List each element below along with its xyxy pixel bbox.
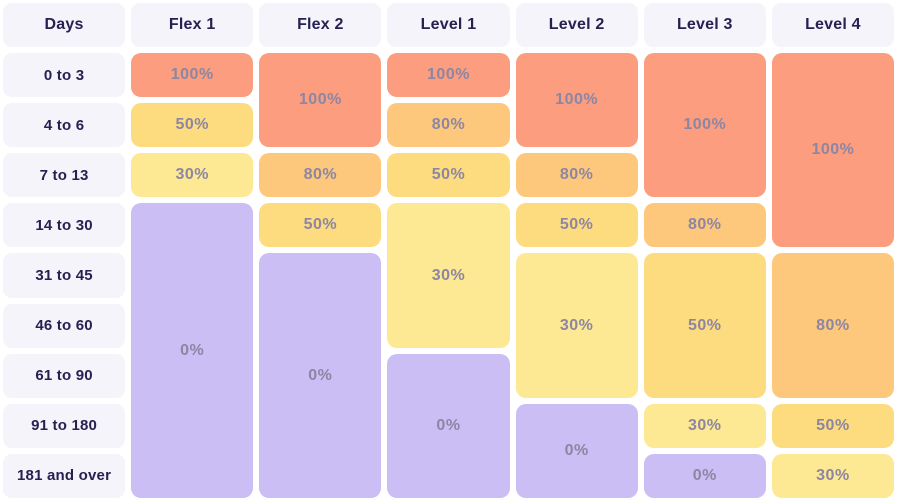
day-range-label: 46 to 60: [3, 303, 126, 348]
column-header-level-1: Level 1: [387, 3, 510, 48]
fee-block-level-2-80: 80%: [515, 153, 638, 198]
day-range-label: 31 to 45: [3, 253, 126, 298]
fee-block-level-4-80: 80%: [771, 253, 894, 398]
column-header-flex-2: Flex 2: [259, 3, 382, 48]
fee-block-level-4-30: 30%: [771, 453, 894, 498]
fee-block-flex-2-50: 50%: [259, 203, 382, 248]
fee-block-level-2-0: 0%: [515, 403, 638, 498]
fee-block-level-2-50: 50%: [515, 203, 638, 248]
fee-block-level-3-80: 80%: [643, 203, 766, 248]
fee-block-level-1-50: 50%: [387, 153, 510, 198]
column-header-level-3: Level 3: [643, 3, 766, 48]
fee-block-level-3-100: 100%: [643, 53, 766, 198]
fee-block-level-1-80: 80%: [387, 103, 510, 148]
day-range-label: 14 to 30: [3, 203, 126, 248]
fee-block-level-1-100: 100%: [387, 53, 510, 98]
fee-block-flex-1-0: 0%: [131, 203, 254, 498]
fee-block-flex-2-100: 100%: [259, 53, 382, 148]
fee-block-level-2-100: 100%: [515, 53, 638, 148]
fee-block-level-4-100: 100%: [771, 53, 894, 248]
fee-block-flex-2-0: 0%: [259, 253, 382, 498]
fee-block-level-4-50: 50%: [771, 403, 894, 448]
fee-block-level-1-0: 0%: [387, 353, 510, 498]
fee-block-flex-1-30: 30%: [131, 153, 254, 198]
fee-block-flex-2-80: 80%: [259, 153, 382, 198]
fee-block-level-1-30: 30%: [387, 203, 510, 348]
fee-block-level-2-30: 30%: [515, 253, 638, 398]
day-range-label: 4 to 6: [3, 103, 126, 148]
column-header-flex-1: Flex 1: [131, 3, 254, 48]
day-range-label: 61 to 90: [3, 353, 126, 398]
day-range-label: 181 and over: [3, 453, 126, 498]
column-header-level-2: Level 2: [515, 3, 638, 48]
column-header-level-4: Level 4: [771, 3, 894, 48]
fee-block-flex-1-100: 100%: [131, 53, 254, 98]
column-header-days: Days: [3, 3, 126, 48]
day-range-label: 0 to 3: [3, 53, 126, 98]
fee-block-flex-1-50: 50%: [131, 103, 254, 148]
fee-block-level-3-50: 50%: [643, 253, 766, 398]
fee-block-level-3-30: 30%: [643, 403, 766, 448]
day-range-label: 7 to 13: [3, 153, 126, 198]
fee-block-level-3-0: 0%: [643, 453, 766, 498]
day-range-label: 91 to 180: [3, 403, 126, 448]
